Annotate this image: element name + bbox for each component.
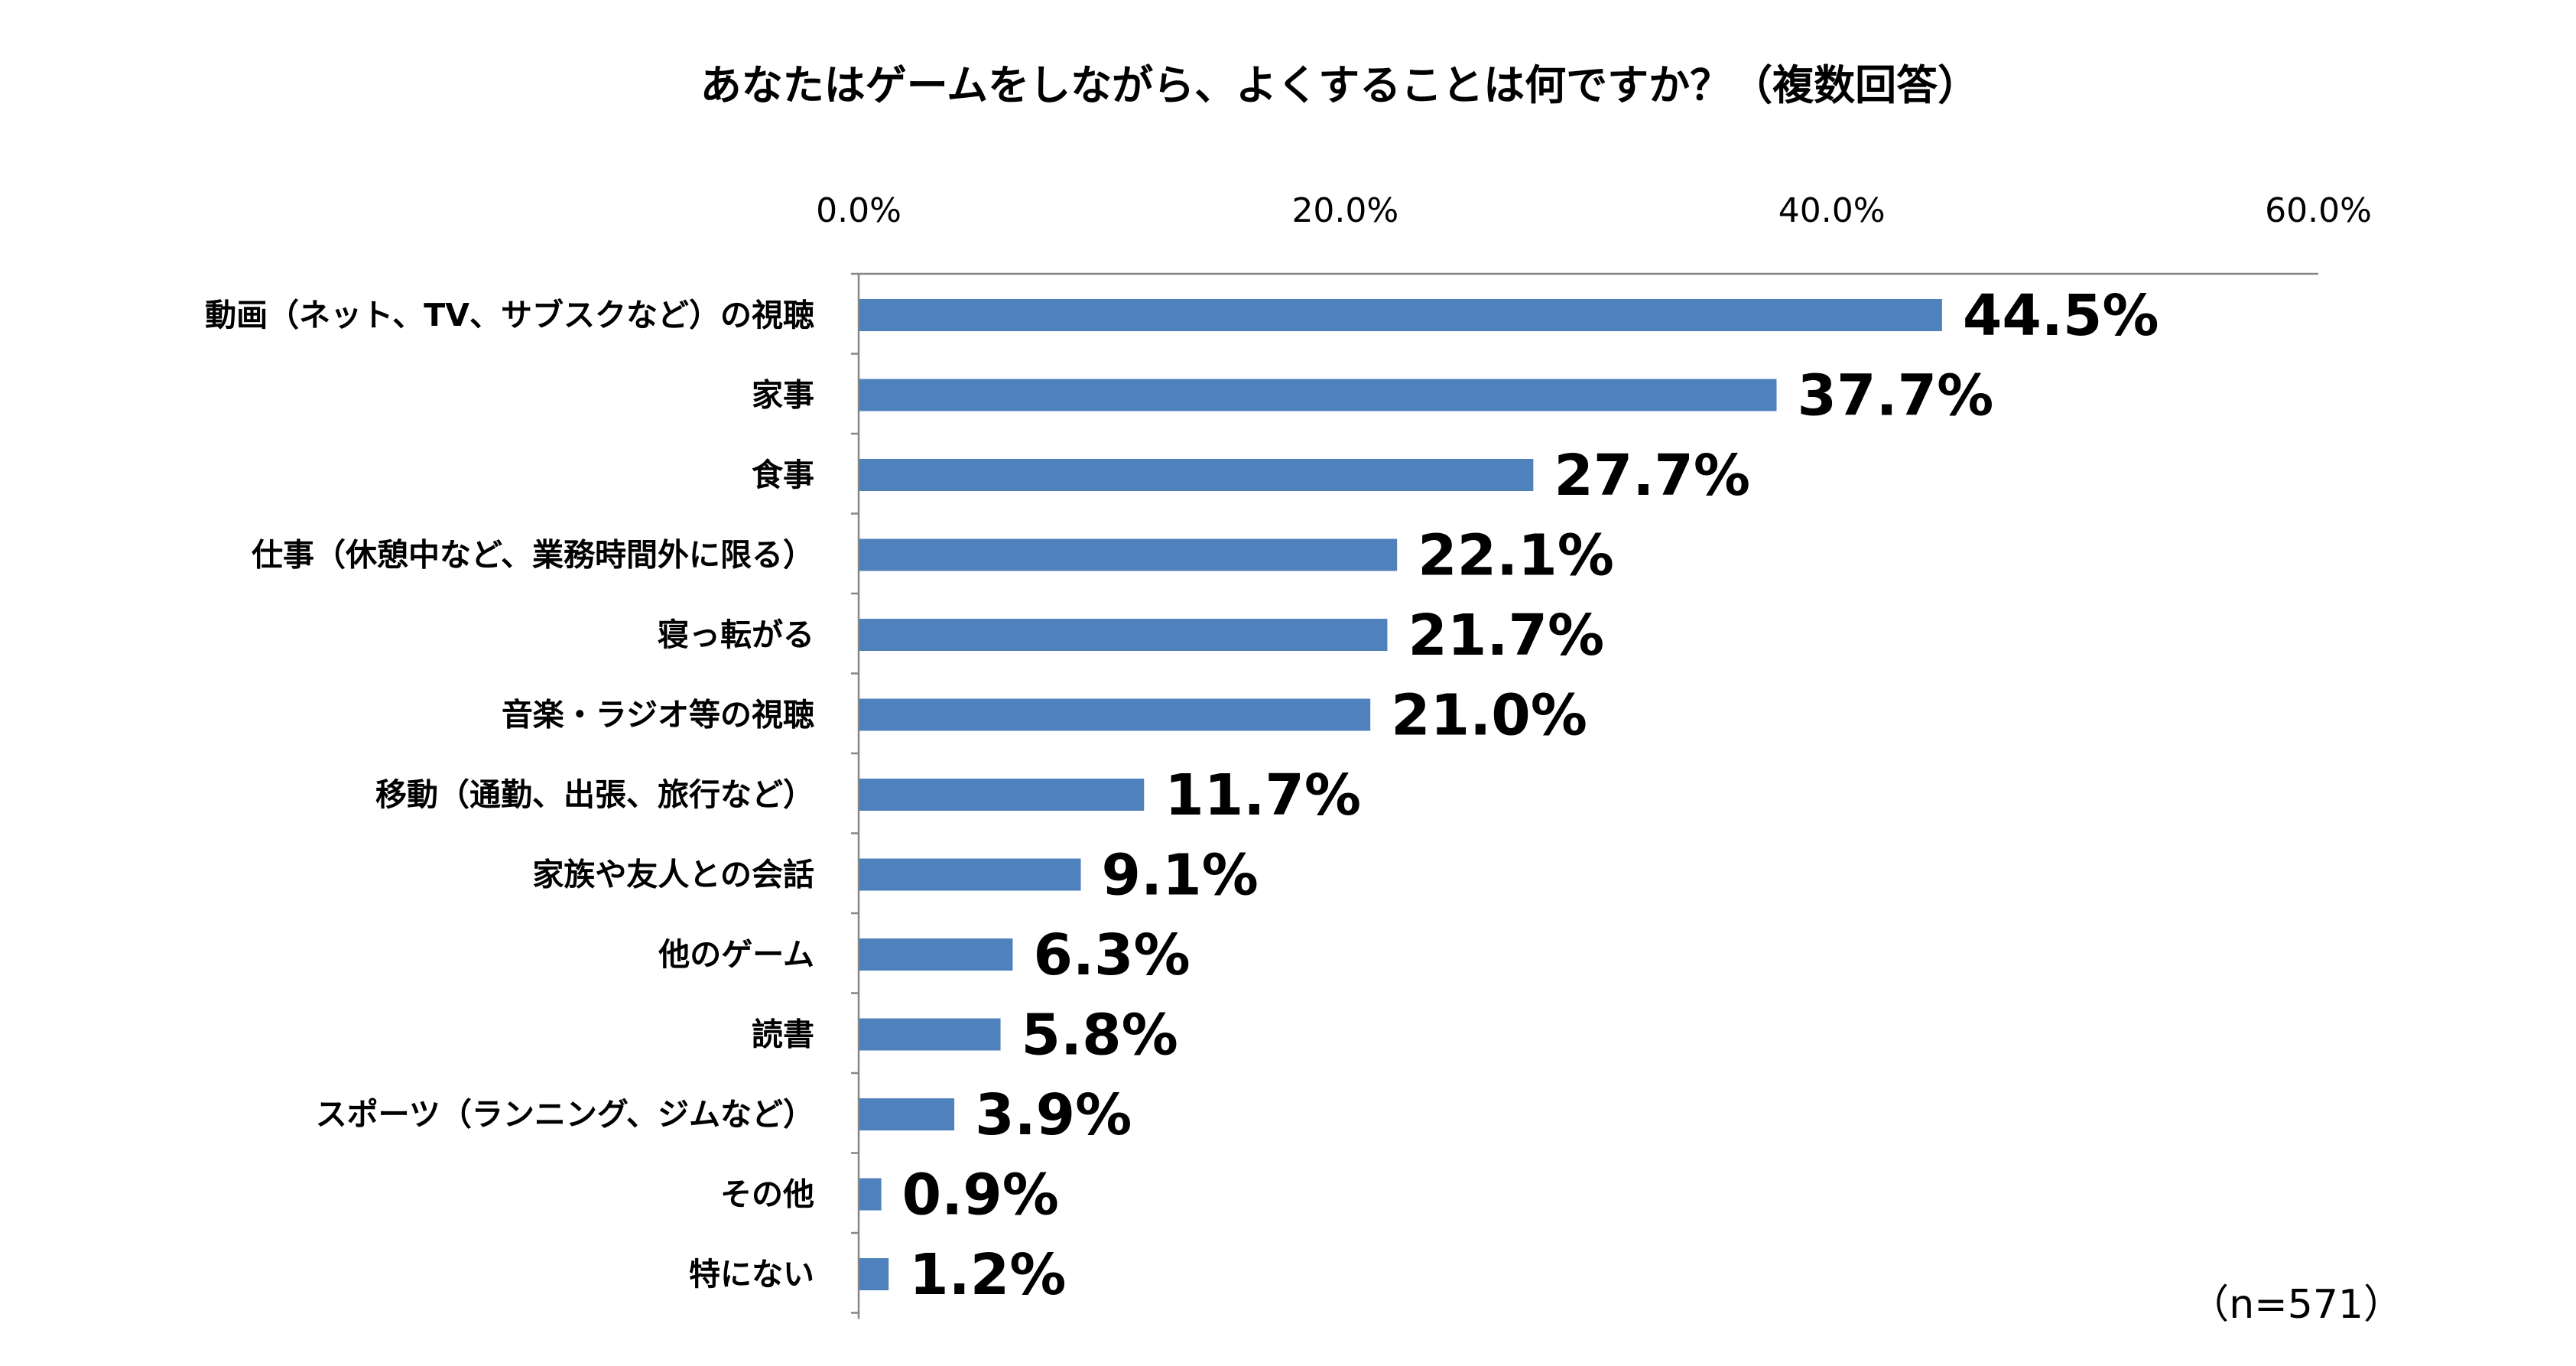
- bar: [859, 299, 1942, 331]
- bar: [859, 459, 1534, 491]
- x-tick-label: 20.0%: [1291, 191, 1398, 230]
- bar: [859, 1098, 955, 1130]
- category-labels: 動画（ネット、TV、サブスクなど）の視聴家事食事仕事（休憩中など、業務時間外に限…: [205, 297, 814, 1293]
- chart-title: あなたはゲームをしながら、よくすることは何ですか？（複数回答）: [700, 61, 1979, 109]
- bar: [859, 1178, 882, 1211]
- value-label: 22.1%: [1418, 523, 1614, 589]
- value-label: 21.0%: [1391, 683, 1587, 749]
- value-label: 11.7%: [1165, 763, 1361, 828]
- category-label: 家族や友人との会話: [532, 857, 814, 893]
- category-label: 読書: [752, 1016, 814, 1053]
- value-label: 9.1%: [1102, 843, 1259, 909]
- value-label: 0.9%: [902, 1163, 1059, 1228]
- category-label: 仕事（休憩中など、業務時間外に限る）: [252, 537, 814, 574]
- bars: [859, 299, 1942, 1290]
- bar: [859, 779, 1145, 811]
- value-label: 3.9%: [975, 1082, 1132, 1148]
- category-label: 家事: [752, 377, 814, 414]
- bar: [859, 538, 1398, 571]
- bar: [859, 619, 1388, 651]
- value-label: 44.5%: [1963, 283, 2159, 349]
- bar: [859, 1258, 889, 1290]
- category-label: 特にない: [689, 1256, 814, 1293]
- category-label: 動画（ネット、TV、サブスクなど）の視聴: [205, 297, 814, 333]
- bar: [859, 1018, 1001, 1051]
- category-label: 食事: [752, 457, 814, 493]
- category-label: 他のゲーム: [658, 936, 814, 973]
- value-label: 1.2%: [909, 1242, 1066, 1308]
- bar: [859, 858, 1081, 891]
- value-label: 5.8%: [1022, 1003, 1178, 1068]
- bar: [859, 379, 1777, 411]
- axes: [851, 272, 2318, 1319]
- category-label: 音楽・ラジオ等の視聴: [502, 697, 814, 733]
- value-label: 37.7%: [1797, 363, 1993, 429]
- category-label: 寝っ転がる: [658, 616, 814, 653]
- category-label: スポーツ（ランニング、ジムなど）: [316, 1096, 814, 1133]
- bar: [859, 698, 1371, 731]
- x-tick-label: 40.0%: [1779, 191, 1886, 230]
- value-label: 27.7%: [1554, 443, 1750, 509]
- x-tick-label: 60.0%: [2265, 191, 2372, 230]
- value-labels: 44.5% 37.7% 27.7% 22.1% 21.7% 21.0% 11.7% 9.1% 6…: [902, 283, 2159, 1308]
- x-axis-ticks: 0.0% 20.0% 40.0% 60.0%: [816, 191, 2372, 230]
- category-label: 移動（通勤、出張、旅行など）: [375, 776, 814, 813]
- bar: [859, 938, 1013, 971]
- x-tick-label: 0.0%: [816, 191, 901, 230]
- value-label: 21.7%: [1408, 603, 1604, 668]
- category-label: その他: [720, 1176, 814, 1213]
- sample-size-note: （n=571）: [2189, 1282, 2403, 1328]
- value-label: 6.3%: [1033, 922, 1190, 988]
